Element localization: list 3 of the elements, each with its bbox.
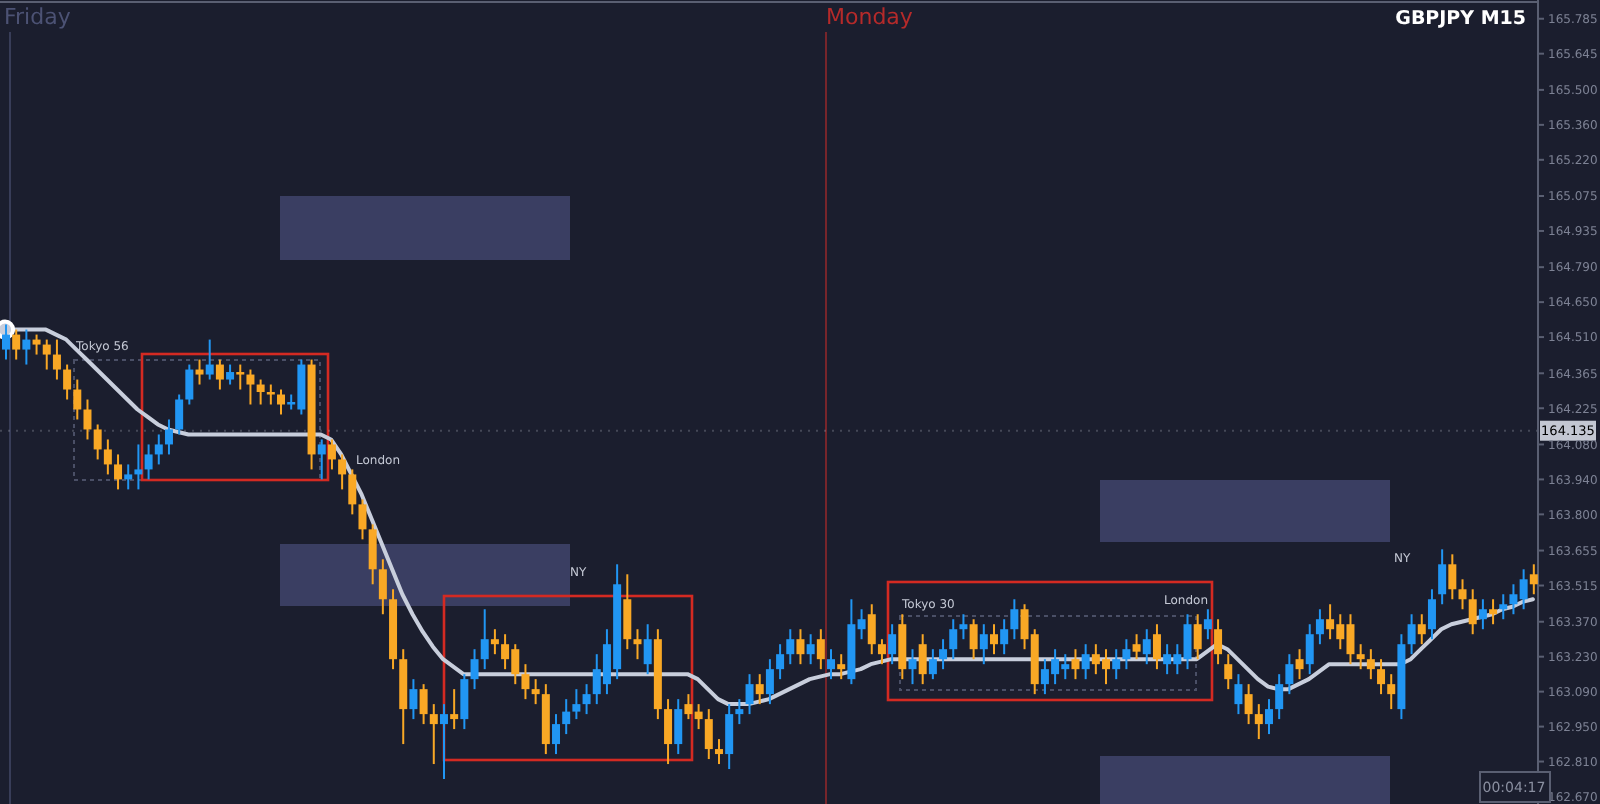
text: GBPJPY M15 — [1395, 8, 1526, 30]
annotation: Friday — [4, 4, 72, 30]
annotation: Monday — [826, 4, 914, 30]
